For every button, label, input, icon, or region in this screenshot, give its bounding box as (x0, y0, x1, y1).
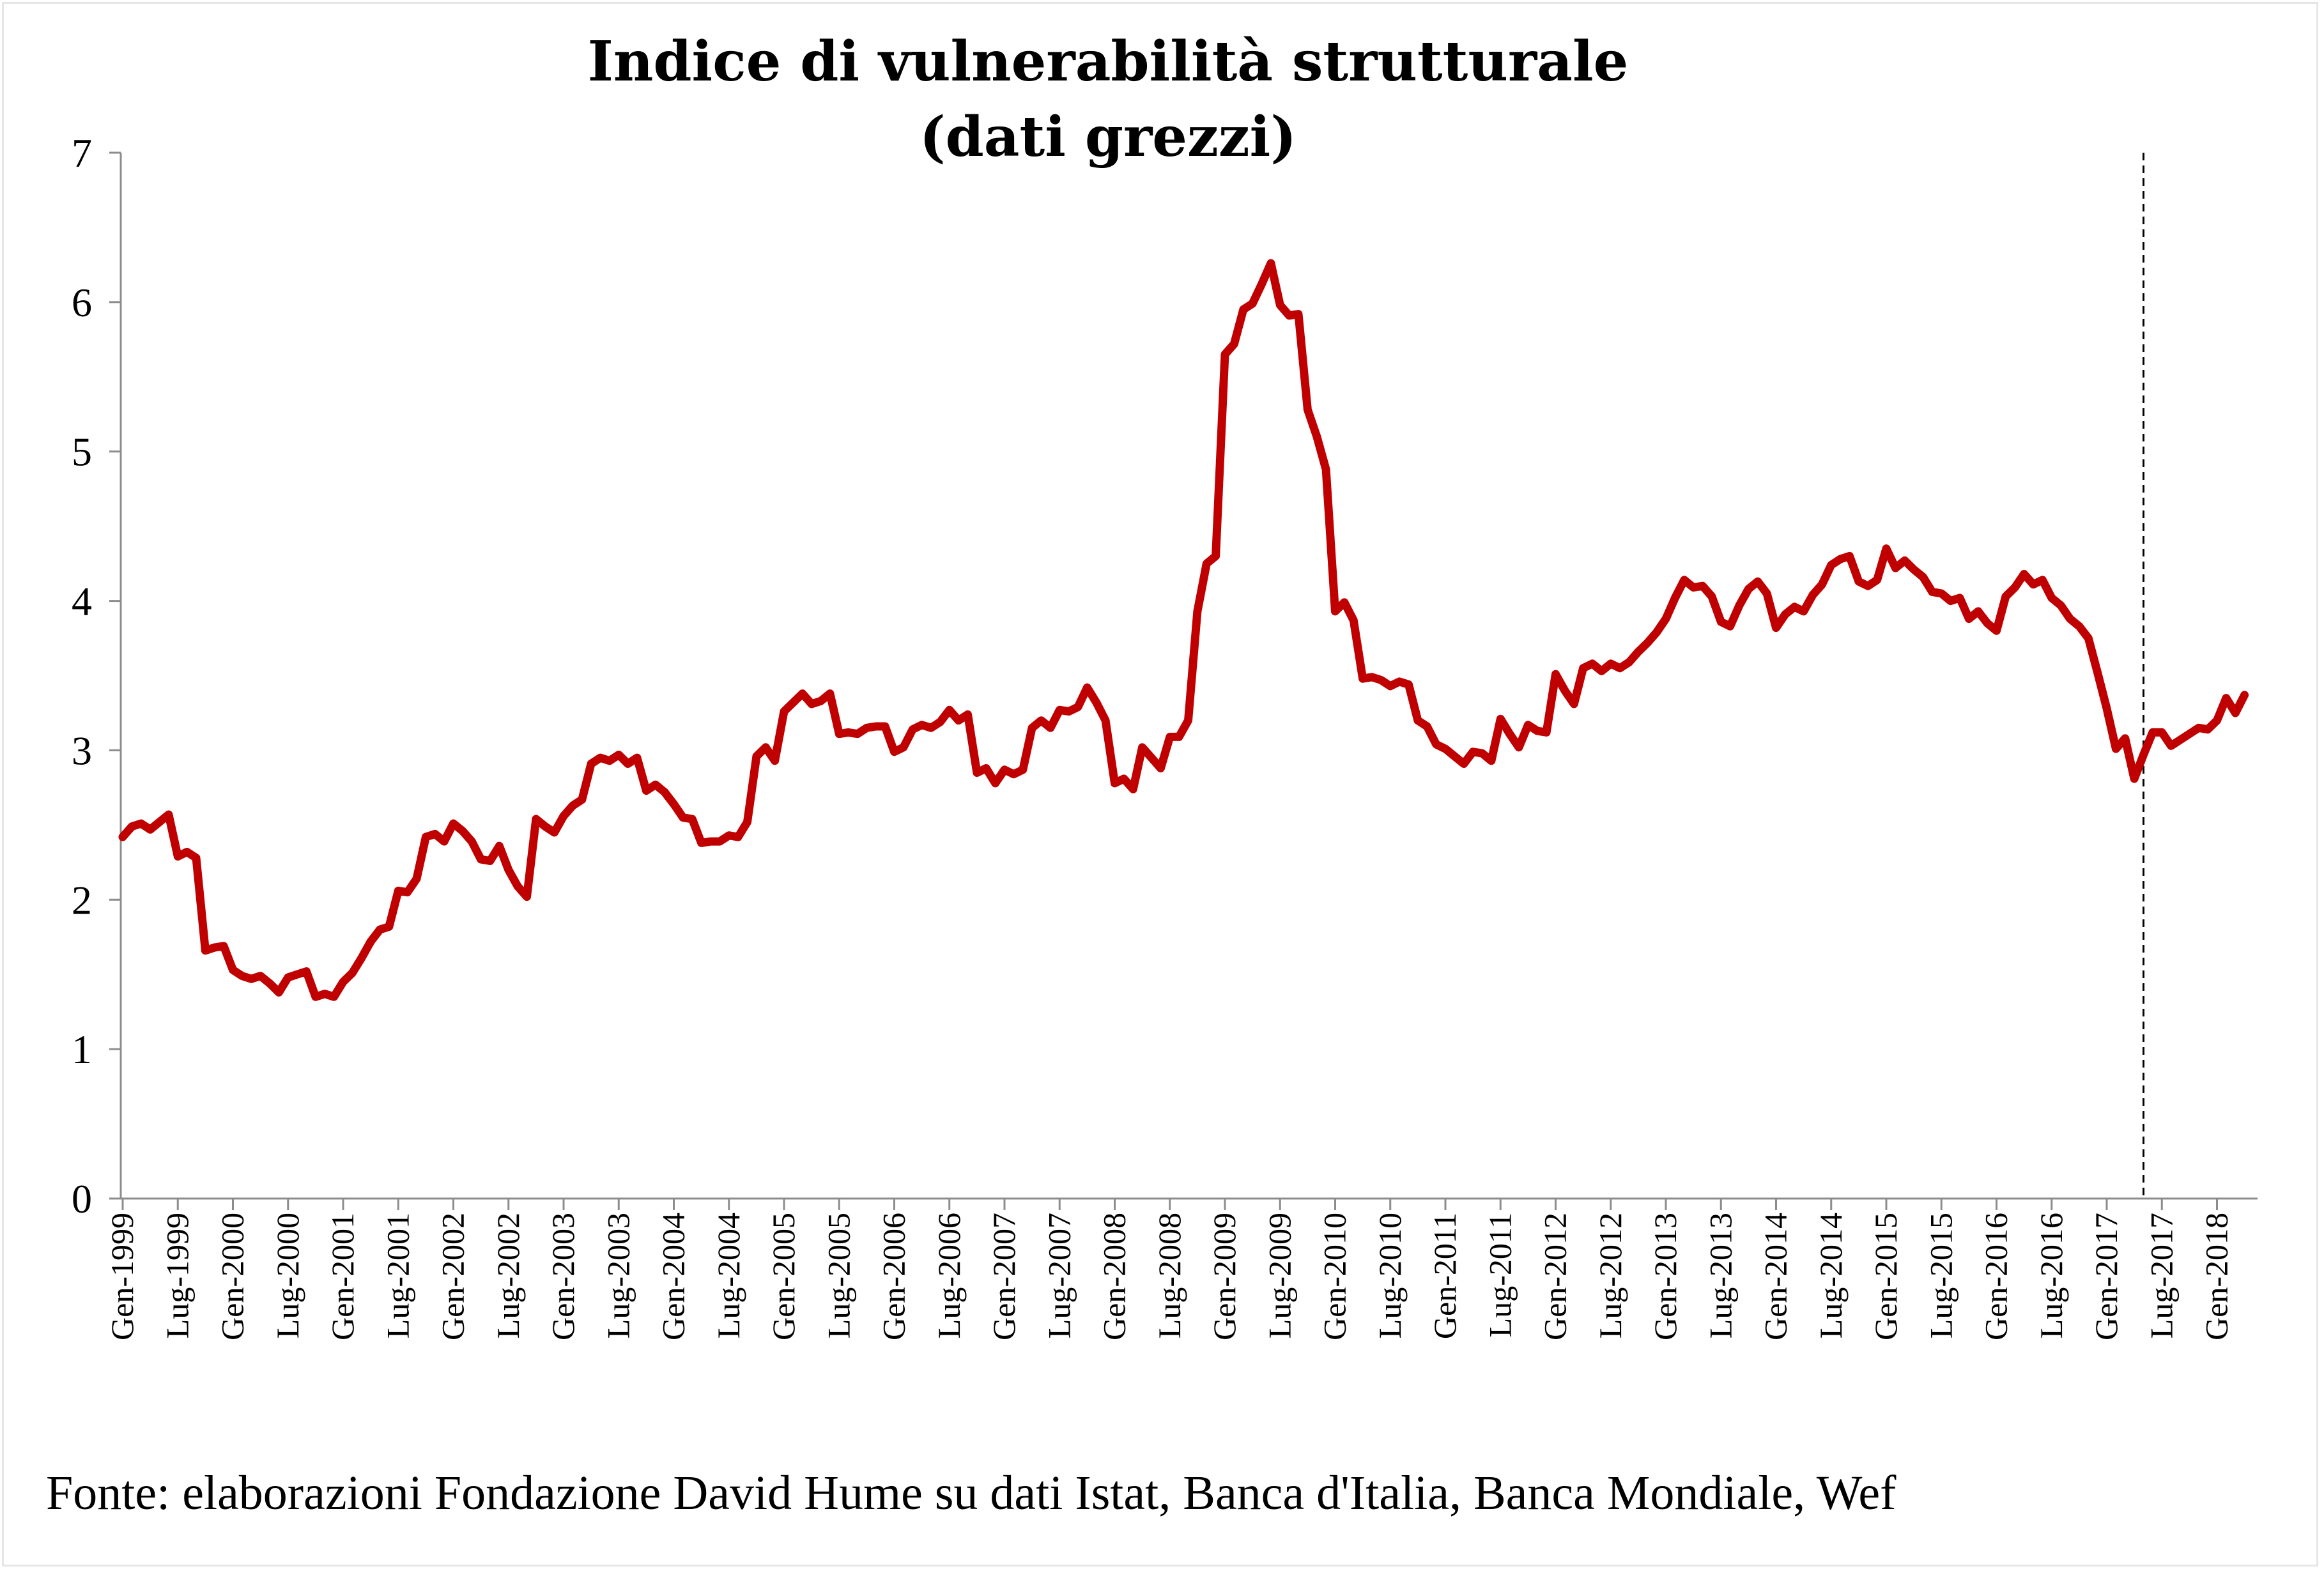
x-tick-label: Lug-1999 (159, 1213, 195, 1338)
x-tick-label: Gen-2001 (325, 1213, 360, 1340)
x-tick-label: Gen-2018 (2199, 1213, 2235, 1340)
y-tick-label: 3 (72, 728, 92, 773)
y-tick-label: 2 (72, 877, 92, 923)
source-note: Fonte: elaborazioni Fondazione David Hum… (46, 1466, 1897, 1520)
x-tick-label: Gen-2011 (1427, 1213, 1463, 1339)
x-tick-label: Gen-2007 (986, 1213, 1022, 1340)
x-tick-label: Gen-2002 (435, 1213, 471, 1340)
x-tick-label: Lug-2013 (1702, 1213, 1738, 1338)
x-tick-label: Gen-2016 (1978, 1213, 2014, 1340)
y-axis-ticks: 0 1 2 3 4 5 6 7 (72, 130, 121, 1222)
y-tick-label: 0 (72, 1176, 92, 1222)
x-tick-label: Lug-2008 (1151, 1213, 1187, 1338)
x-tick-label: Lug-2000 (270, 1213, 305, 1338)
x-tick-label: Gen-2003 (545, 1213, 581, 1340)
x-tick-label: Lug-2007 (1041, 1213, 1077, 1338)
x-tick-label: Gen-2010 (1317, 1213, 1353, 1340)
chart-plot: Indice di vulnerabilità strutturale (dat… (72, 29, 2258, 1340)
x-tick-label: Lug-2005 (820, 1213, 856, 1338)
x-tick-label: Lug-2001 (380, 1213, 415, 1338)
x-tick-label: Lug-2006 (931, 1213, 967, 1338)
x-tick-label: Gen-2015 (1868, 1213, 1904, 1340)
x-tick-label: Gen-2004 (656, 1213, 691, 1340)
x-tick-label: Gen-2017 (2088, 1213, 2124, 1340)
x-tick-label: Lug-2017 (2143, 1213, 2179, 1338)
x-tick-label: Lug-2015 (1923, 1213, 1958, 1338)
x-tick-label: Lug-2012 (1592, 1213, 1628, 1338)
y-tick-label: 1 (72, 1027, 92, 1072)
x-tick-label: Gen-2008 (1097, 1213, 1132, 1340)
y-tick-label: 7 (72, 130, 92, 176)
chart-axes (119, 153, 2258, 1200)
x-tick-label: Gen-2000 (215, 1213, 250, 1340)
x-tick-label: Lug-2016 (2033, 1213, 2069, 1338)
series-group (118, 259, 2249, 1001)
x-tick-label: Gen-2013 (1647, 1213, 1683, 1340)
x-tick-label: Lug-2004 (711, 1213, 746, 1338)
x-tick-label: Lug-2003 (600, 1213, 636, 1338)
x-tick-label: Gen-2012 (1537, 1213, 1573, 1340)
x-tick-label: Gen-2006 (876, 1213, 912, 1340)
x-tick-label: Lug-2009 (1261, 1213, 1297, 1338)
y-tick-label: 5 (72, 429, 92, 475)
y-tick-label: 4 (72, 579, 92, 624)
series-line (118, 259, 2249, 1001)
x-tick-label: Gen-1999 (104, 1213, 140, 1340)
y-tick-label: 6 (72, 280, 92, 325)
x-tick-label: Lug-2002 (490, 1213, 526, 1338)
x-tick-label: Lug-2010 (1372, 1213, 1408, 1338)
chart-subtitle: (dati grezzi) (920, 105, 1297, 169)
x-axis-ticks: Gen-1999 Lug-1999 Gen-2000 Lug-2000 Gen-2001… (104, 1199, 2235, 1340)
x-tick-label: Lug-2014 (1813, 1213, 1849, 1338)
x-tick-label: Lug-2011 (1482, 1213, 1518, 1337)
chart-title: Indice di vulnerabilità strutturale (588, 29, 1629, 94)
x-tick-label: Gen-2009 (1206, 1213, 1242, 1340)
x-tick-label: Gen-2014 (1758, 1213, 1794, 1340)
x-tick-label: Gen-2005 (766, 1213, 801, 1340)
